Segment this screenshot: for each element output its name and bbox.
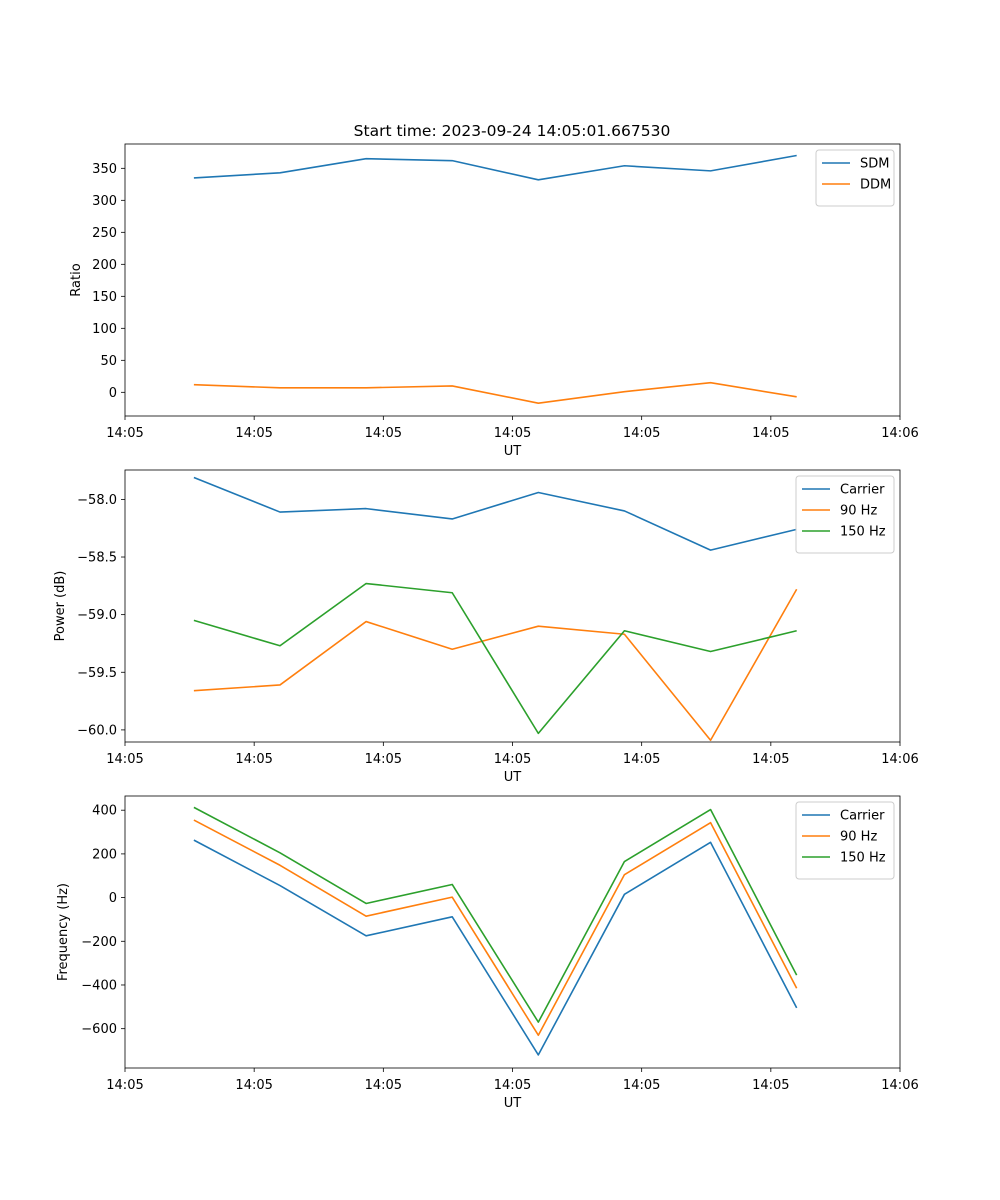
x-tick-label: 14:05	[106, 426, 143, 441]
series-line-90-hz	[193, 588, 798, 742]
legend-label: DDM	[860, 178, 891, 193]
figure-title: Start time: 2023-09-24 14:05:01.667530	[354, 122, 671, 140]
series-line-90-hz	[193, 819, 798, 1037]
y-tick-label: 250	[92, 226, 117, 241]
series-line-ddm	[193, 381, 797, 405]
y-tick-label: −200	[81, 935, 117, 950]
y-tick-label: 200	[92, 847, 117, 862]
legend-label: SDM	[860, 157, 889, 172]
x-tick-label: 14:05	[494, 426, 531, 441]
y-tick-label: −400	[81, 978, 117, 993]
y-axis-label: Ratio	[69, 263, 84, 296]
x-axis-label: UT	[504, 444, 522, 459]
series-line-carrier	[193, 839, 798, 1056]
y-tick-label: −60.0	[77, 723, 117, 738]
legend-label: 90 Hz	[840, 830, 877, 845]
x-tick-label: 14:05	[365, 1078, 402, 1093]
y-tick-label: −58.0	[77, 493, 117, 508]
series-line-150-hz	[193, 582, 797, 735]
x-tick-label: 14:05	[623, 426, 660, 441]
y-tick-label: −59.0	[77, 608, 117, 623]
ratio-panel: 14:05 14:05 14:05 14:05 14:05 14:05 14:06 0 50 10…	[69, 143, 919, 459]
x-axis-label: UT	[504, 1096, 522, 1111]
legend-label: Carrier	[840, 483, 885, 498]
x-tick-label: 14:05	[106, 752, 143, 767]
x-tick-label: 14:06	[881, 752, 918, 767]
legend: Carrier 90 Hz 150 Hz	[795, 801, 895, 880]
x-tick-label: 14:06	[881, 1078, 918, 1093]
x-tick-label: 14:06	[881, 426, 918, 441]
y-tick-label: 200	[92, 258, 117, 273]
x-tick-label: 14:05	[752, 1078, 789, 1093]
x-tick-label: 14:05	[494, 752, 531, 767]
y-tick-label: −58.5	[77, 551, 117, 566]
legend-box	[795, 475, 895, 554]
y-tick-label: 0	[109, 386, 117, 401]
x-tick-label: 14:05	[752, 752, 789, 767]
x-tick-label: 14:05	[365, 752, 402, 767]
legend-label: Carrier	[840, 809, 885, 824]
x-tick-label: 14:05	[494, 1078, 531, 1093]
y-tick-label: 100	[92, 322, 117, 337]
x-tick-label: 14:05	[235, 1078, 272, 1093]
y-axis-label: Frequency (Hz)	[56, 883, 71, 981]
series-line-carrier	[193, 476, 797, 551]
y-axis-label: Power (dB)	[53, 571, 68, 642]
y-tick-label: 350	[92, 162, 117, 177]
y-tick-label: 0	[109, 891, 117, 906]
legend-box	[795, 801, 895, 880]
series-line-sdm	[193, 154, 797, 181]
series-line-150-hz	[193, 806, 798, 1023]
legend: Carrier 90 Hz 150 Hz	[795, 475, 895, 554]
legend-label: 150 Hz	[840, 525, 886, 540]
x-axis-label: UT	[504, 770, 522, 785]
x-tick-label: 14:05	[623, 1078, 660, 1093]
x-tick-label: 14:05	[365, 426, 402, 441]
legend: SDM DDM	[815, 149, 895, 207]
x-tick-label: 14:05	[623, 752, 660, 767]
y-tick-label: 300	[92, 194, 117, 209]
y-tick-label: −59.5	[77, 666, 117, 681]
power-panel: 14:05 14:05 14:05 14:05 14:05 14:05 14:06 −60.0…	[53, 469, 919, 785]
y-tick-label: −600	[81, 1022, 117, 1037]
x-tick-label: 14:05	[235, 752, 272, 767]
x-tick-label: 14:05	[752, 426, 789, 441]
frequency-panel: 14:05 14:05 14:05 14:05 14:05 14:05 14:06 −600 −…	[56, 795, 919, 1111]
x-tick-label: 14:05	[235, 426, 272, 441]
x-tick-label: 14:05	[106, 1078, 143, 1093]
y-tick-label: 50	[100, 354, 117, 369]
legend-label: 150 Hz	[840, 851, 886, 866]
y-tick-label: 400	[92, 804, 117, 819]
legend-box	[815, 149, 895, 207]
y-tick-label: 150	[92, 290, 117, 305]
legend-label: 90 Hz	[840, 504, 877, 519]
